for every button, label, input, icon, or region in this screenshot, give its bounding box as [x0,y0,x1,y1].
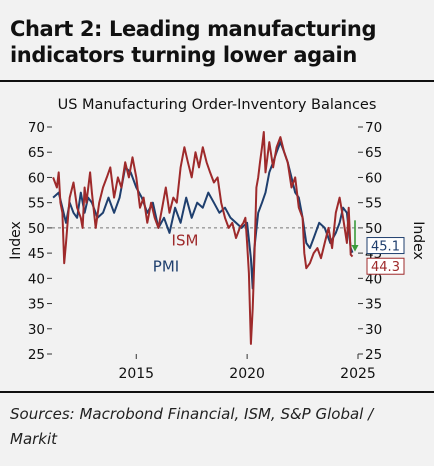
y-tick-label-right: 50 [365,221,382,237]
bottom-divider [0,391,434,393]
sources-note: Sources: Macrobond Financial, ISM, S&P G… [10,402,424,452]
y-tick-label-left: 70 [28,120,45,136]
y-tick-label-left: 50 [28,221,45,237]
y-tick-label-right: 60 [365,170,382,186]
y-tick-label-left: 35 [28,297,45,313]
series-label-pmi: PMI [153,257,179,275]
y-tick-label-right: 35 [365,297,382,313]
last-value-ism-label: 44.3 [371,260,400,275]
top-divider [0,80,434,82]
chart-header: Chart 2: Leading manufacturing indicator… [10,16,420,68]
y-tick-label-left: 55 [28,196,45,212]
y-tick-label-left: 25 [28,347,45,363]
y-tick-label-left: 40 [28,271,45,287]
chart-heading-line-2: indicators turning lower again [10,43,357,67]
chart-plot-area: US Manufacturing Order-Inventory Balance… [8,97,426,382]
y-tick-label-right: 40 [365,271,382,287]
y-axis-title-right: Index [410,221,426,260]
last-value-pmi-box [366,237,405,255]
series-label-ism: ISM [172,232,199,250]
sources-line-2: Markit [10,430,58,448]
trend-arrow-head [351,245,359,252]
x-tick-label: 2025 [340,366,376,382]
y-tick-label-right: 55 [365,196,382,212]
y-tick-label-right: 25 [365,347,382,363]
y-tick-label-left: 60 [28,170,45,186]
sources-line-1: Sources: Macrobond Financial, ISM, S&P G… [10,405,374,423]
x-tick-label: 2020 [229,366,265,382]
y-tick-label-left: 30 [28,322,45,338]
y-tick-label-right: 65 [365,145,382,161]
last-value-ism-box [366,257,405,275]
y-tick-label-right: 70 [365,120,382,136]
y-tick-label-right: 30 [365,322,382,338]
x-tick-label: 2015 [118,366,154,382]
series-line-ism [52,131,354,345]
chart-heading-line-1: Chart 2: Leading manufacturing [10,17,377,41]
y-tick-label-left: 45 [28,246,45,262]
y-tick-label-left: 65 [28,145,45,161]
last-value-pmi-label: 45.1 [371,240,400,255]
chart-title: US Manufacturing Order-Inventory Balance… [58,97,377,113]
y-axis-title-left: Index [8,221,24,260]
